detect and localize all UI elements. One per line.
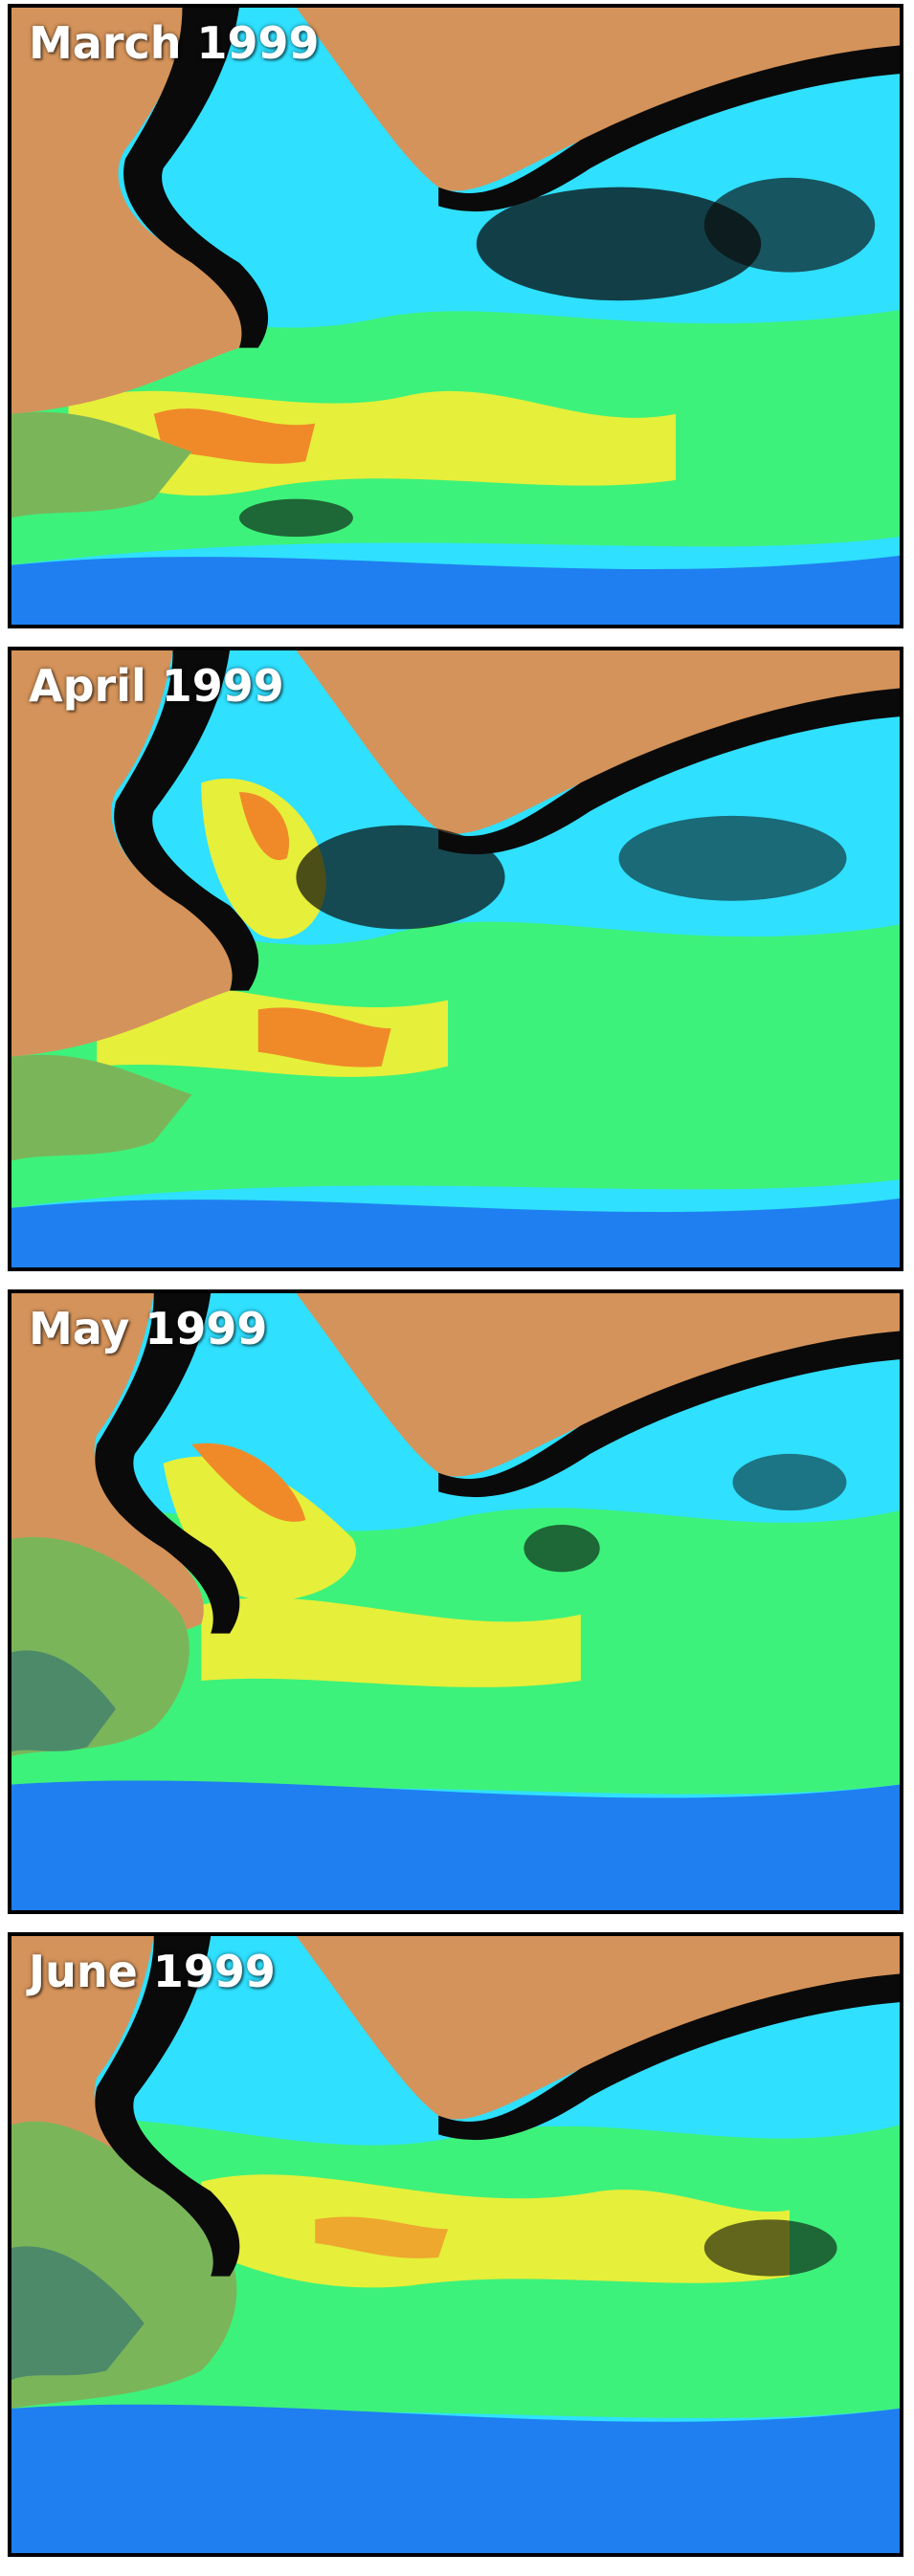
panel-label: May 1999 xyxy=(29,1303,268,1354)
ocean-color-map xyxy=(11,1936,900,2553)
map-panel-april-1999: April 1999 xyxy=(8,647,903,1271)
ocean-color-map xyxy=(11,650,900,1267)
map-panel-june-1999: June 1999 xyxy=(8,1932,903,2557)
map-panel-may-1999: May 1999 xyxy=(8,1289,903,1914)
ocean-color-map xyxy=(11,1293,900,1910)
map-panel-march-1999: March 1999 xyxy=(8,4,903,628)
ocean-color-map xyxy=(11,8,900,625)
panel-label: April 1999 xyxy=(29,660,284,712)
panel-label: June 1999 xyxy=(29,1946,276,1997)
panel-label: March 1999 xyxy=(29,17,320,69)
